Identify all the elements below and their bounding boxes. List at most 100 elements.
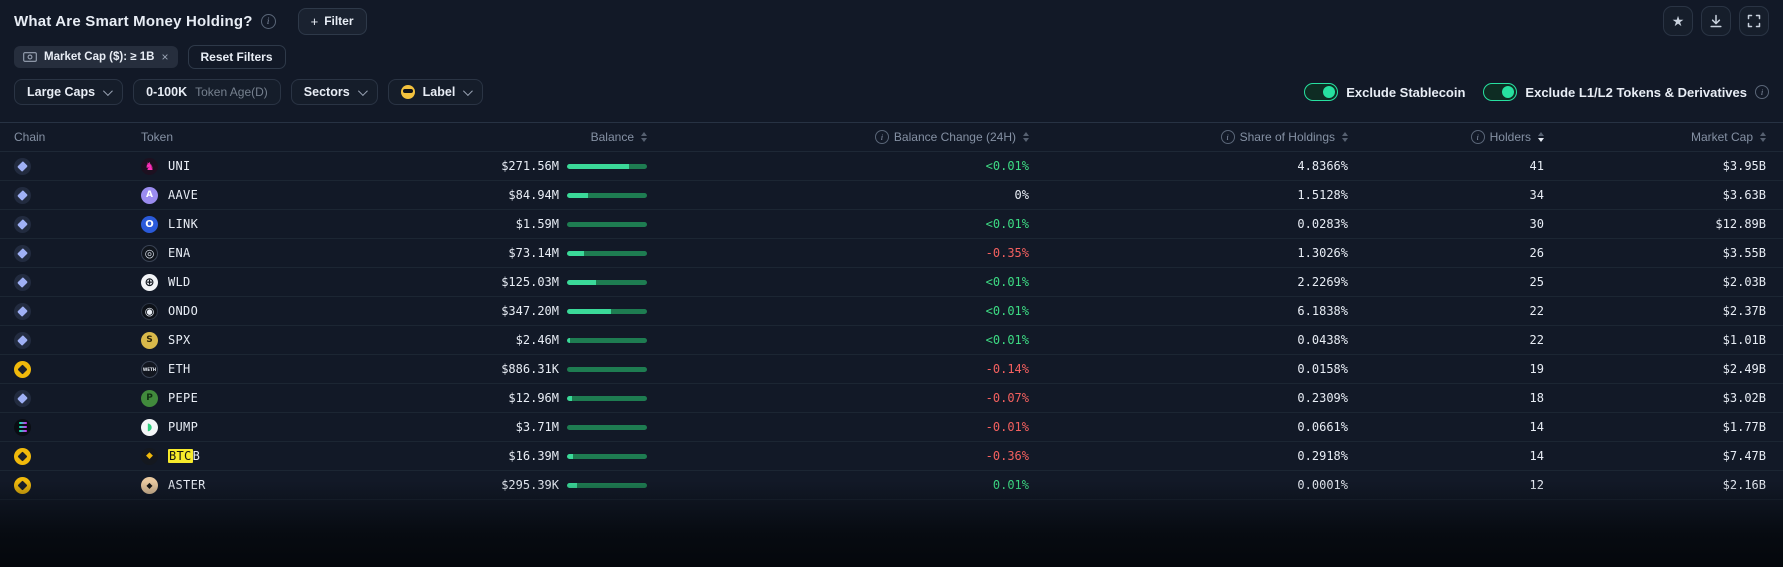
holders-cell: 34 (1529, 188, 1544, 202)
token-icon-btcb: ◆ (141, 447, 158, 465)
column-header-mcap[interactable]: Market Cap (1544, 123, 1766, 151)
dropdown-label[interactable]: Label (387, 79, 484, 105)
sort-arrows-icon[interactable] (1023, 132, 1029, 142)
bnb-chain-icon (14, 447, 31, 465)
sort-arrows-icon[interactable] (1538, 132, 1544, 142)
ethereum-chain-icon (14, 157, 31, 175)
toggle-exclude-stablecoin[interactable]: Exclude Stablecoin (1304, 83, 1465, 101)
share-of-holdings-cell: 4.8366% (1297, 159, 1348, 173)
balance-bar-bright (567, 337, 571, 343)
sort-up-icon (1760, 132, 1766, 136)
sort-arrows-icon[interactable] (641, 132, 647, 142)
balance-bar-bright (567, 163, 630, 169)
balance-bar-bright (567, 395, 572, 401)
token-symbol: BTCB (168, 449, 201, 463)
add-filter-button[interactable]: + Filter (297, 7, 367, 35)
toggle-exclude-l1l2-derivatives[interactable]: Exclude L1/L2 Tokens & Derivatives i (1483, 83, 1769, 101)
fullscreen-button[interactable] (1739, 6, 1769, 36)
chevron-down-icon (463, 85, 474, 96)
holders-cell: 12 (1529, 478, 1544, 492)
table-header-row: Chain Token Balance i Balance Change (24H) i S… (0, 122, 1783, 152)
token-icon-ondo: ◉ (141, 302, 158, 320)
balance-cell: $73.14M (382, 239, 647, 267)
close-icon[interactable]: × (161, 50, 169, 64)
token-cell: ◉ ONDO (130, 297, 382, 325)
bnb-chain-icon (14, 476, 31, 494)
holders-cell: 22 (1529, 333, 1544, 347)
chain-cell (0, 210, 130, 238)
column-label: Holders (1489, 130, 1531, 144)
sort-arrows-icon[interactable] (1760, 132, 1766, 142)
column-header-balance[interactable]: Balance (382, 123, 647, 151)
balance-cell: $2.46M (382, 326, 647, 354)
spacer-cell (1766, 239, 1783, 267)
spacer-cell (1766, 210, 1783, 238)
token-icon-aster: ◆ (141, 476, 158, 494)
table-row-wld[interactable]: ⊕ WLD $125.03M <0.01% 2.2269% 25 $2.03B (0, 268, 1783, 297)
table-row-ondo[interactable]: ◉ ONDO $347.20M <0.01% 6.1838% 22 $2.37B (0, 297, 1783, 326)
switch-on[interactable] (1483, 83, 1518, 101)
balance-bar (567, 337, 647, 343)
switch-on[interactable] (1304, 83, 1339, 101)
sort-up-icon (1538, 132, 1544, 136)
balance-cell: $886.31K (382, 355, 647, 383)
filter-chip-market-cap[interactable]: Market Cap ($): ≥ 1B × (14, 46, 178, 68)
share-of-holdings-cell: 0.0283% (1297, 217, 1348, 231)
dropdown-sectors[interactable]: Sectors (290, 79, 378, 105)
token-symbol: ASTER (168, 478, 206, 492)
column-header-change[interactable]: i Balance Change (24H) (647, 123, 1029, 151)
sort-up-icon (641, 132, 647, 136)
balance-value: $16.39M (508, 449, 559, 463)
table-row-eth[interactable]: WETH ETH $886.31K -0.14% 0.0158% 19 $2.49B (0, 355, 1783, 384)
column-label: Token (141, 130, 174, 144)
search-highlight: BTC (168, 449, 193, 463)
balance-change-cell: <0.01% (985, 159, 1029, 173)
token-cell: ◗ PUMP (130, 413, 382, 441)
title-info-icon[interactable]: i (260, 13, 276, 29)
balance-change-cell: <0.01% (985, 333, 1029, 347)
table-row-link[interactable]: O LINK $1.59M <0.01% 0.0283% 30 $12.89B (0, 210, 1783, 239)
token-cell: WETH ETH (130, 355, 382, 383)
spacer-cell (1766, 326, 1783, 354)
token-cell: O LINK (130, 210, 382, 238)
ethereum-chain-icon (14, 215, 31, 233)
column-header-share[interactable]: i Share of Holdings (1029, 123, 1348, 151)
column-header-holders[interactable]: i Holders (1348, 123, 1544, 151)
market-cap-cell: $1.77B (1722, 420, 1766, 434)
market-cap-cell: $12.89B (1715, 217, 1766, 231)
share-of-holdings-cell: 6.1838% (1297, 304, 1348, 318)
table-row-pump[interactable]: ◗ PUMP $3.71M -0.01% 0.0661% 14 $1.77B (0, 413, 1783, 442)
solana-chain-icon (14, 418, 31, 436)
table-row-btcb[interactable]: ◆ BTCB $16.39M -0.36% 0.2918% 14 $7.47B (0, 442, 1783, 471)
chain-cell (0, 239, 130, 267)
market-cap-cell: $2.16B (1722, 478, 1766, 492)
controls-row: Large Caps 0-100K Token Age(D) Sectors L… (0, 78, 1783, 106)
token-cell: S SPX (130, 326, 382, 354)
table-row-uni[interactable]: ♞ UNI $271.56M <0.01% 4.8366% 41 $3.95B (0, 152, 1783, 181)
favorite-button[interactable]: ★ (1663, 6, 1693, 36)
balance-bar-bright (567, 279, 596, 285)
sort-up-icon (1342, 132, 1348, 136)
download-button[interactable] (1701, 6, 1731, 36)
balance-bar-bright (567, 453, 573, 459)
balance-value: $886.31K (501, 362, 559, 376)
token-symbol: ONDO (168, 304, 199, 318)
table-row-aster[interactable]: ◆ ASTER $295.39K 0.01% 0.0001% 12 $2.16B (0, 471, 1783, 500)
eth-diamond (17, 247, 28, 259)
dropdown-large-caps[interactable]: Large Caps (14, 79, 124, 105)
table-row-spx[interactable]: S SPX $2.46M <0.01% 0.0438% 22 $1.01B (0, 326, 1783, 355)
balance-bar (567, 453, 647, 459)
chevron-down-icon (357, 85, 368, 96)
sort-arrows-icon[interactable] (1342, 132, 1348, 142)
table-row-pepe[interactable]: P PEPE $12.96M -0.07% 0.2309% 18 $3.02B (0, 384, 1783, 413)
column-header-chain[interactable]: Chain (0, 123, 130, 151)
reset-filters-button[interactable]: Reset Filters (187, 45, 286, 69)
toggle-info-icon[interactable]: i (1755, 85, 1769, 99)
table-row-ena[interactable]: ◎ ENA $73.14M -0.35% 1.3026% 26 $3.55B (0, 239, 1783, 268)
dropdown-token-age[interactable]: 0-100K Token Age(D) (133, 79, 281, 105)
token-cell: ◆ ASTER (130, 471, 382, 499)
column-header-token[interactable]: Token (130, 123, 382, 151)
balance-value: $73.14M (508, 246, 559, 260)
table-row-aave[interactable]: A AAVE $84.94M 0% 1.5128% 34 $3.63B (0, 181, 1783, 210)
share-of-holdings-cell: 2.2269% (1297, 275, 1348, 289)
